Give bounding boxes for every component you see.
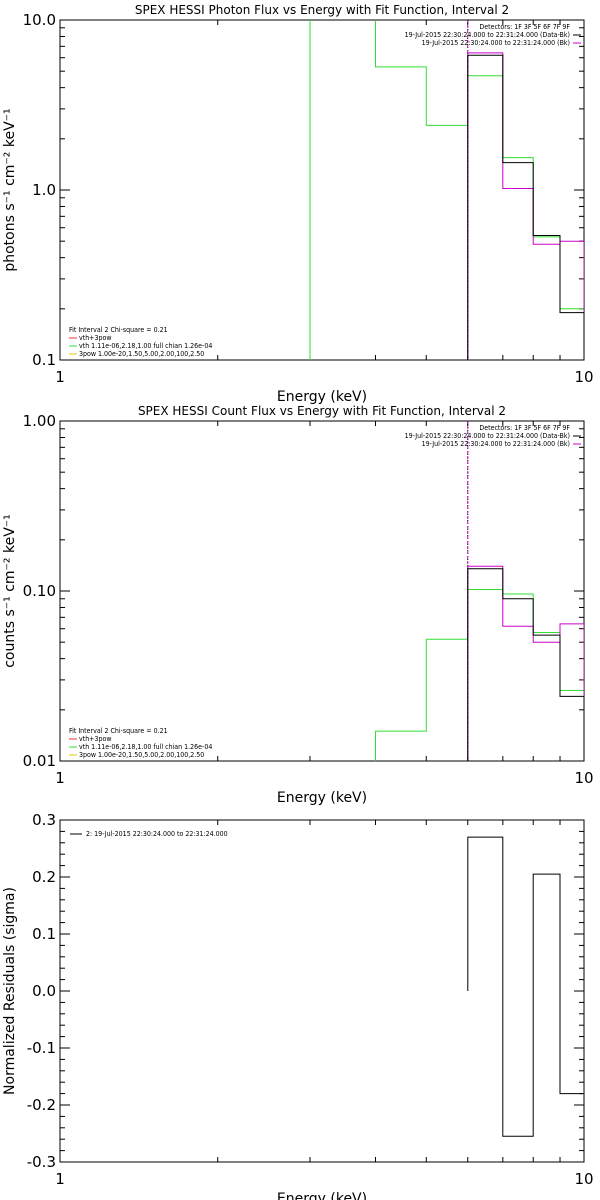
fit-component-label: 3pow 1.00e-20,1.50,5.00,2.00,100,2.50 — [79, 350, 204, 358]
y-tick-label: 0.0 — [32, 982, 56, 1000]
y-tick-label: 0.01 — [23, 752, 56, 770]
detectors-label: Detectors: 1F 3F 5F 6F 7F 9F — [479, 424, 570, 432]
series-magenta-step-line — [467, 52, 584, 360]
y-tick-label: -0.2 — [27, 1096, 56, 1114]
x-axis-ticks — [59, 20, 585, 360]
chart-title: SPEX HESSI Count Flux vs Energy with Fit… — [138, 404, 506, 418]
y-tick-label: 1.0 — [32, 181, 56, 199]
data-layer — [309, 20, 584, 360]
series-green-step-line — [309, 20, 584, 360]
data-layer — [467, 836, 584, 1137]
legend-entry: 19-Jul-2015 22:30:24.000 to 22:31:24.000… — [422, 440, 570, 448]
plot-frame — [59, 819, 585, 1163]
x-axis-label: Energy (keV) — [277, 1191, 367, 1200]
series-black-step-line — [467, 54, 584, 360]
legend-entry: 2: 19-Jul-2015 22:30:24.000 to 22:31:24.… — [86, 830, 228, 838]
plot-frame — [59, 19, 585, 361]
y-tick-label: 0.3 — [32, 811, 56, 829]
x-axis-ticks — [59, 421, 585, 761]
legend-bottom: Fit Interval 2 Chi-square = 0.21vth+3pow… — [69, 727, 212, 759]
fit-interval-label: Fit Interval 2 Chi-square = 0.21 — [69, 326, 168, 334]
fit-interval-label: Fit Interval 2 Chi-square = 0.21 — [69, 727, 168, 735]
x-tick-label: 1 — [55, 1170, 65, 1188]
series-green-step-line — [375, 589, 584, 761]
legend-top: Detectors: 1F 3F 5F 6F 7F 9F19-Jul-2015 … — [405, 23, 581, 47]
fit-component-label: vth+3pow — [79, 334, 111, 342]
x-tick-label: 10 — [574, 769, 593, 787]
y-axis-ticks — [60, 819, 584, 1163]
series-magenta-step-line — [467, 565, 584, 761]
fit-component-label: vth+3pow — [79, 735, 111, 743]
legend-entry: 19-Jul-2015 22:30:24.000 to 22:31:24.000… — [405, 432, 570, 440]
x-axis-label: Energy (keV) — [277, 790, 367, 806]
y-tick-label: 0.1 — [32, 925, 56, 943]
x-tick-label: 1 — [55, 769, 65, 787]
y-axis-label: counts s⁻¹ cm⁻² keV⁻¹ — [2, 514, 18, 668]
y-axis-ticks — [60, 420, 584, 762]
y-tick-label: 0.2 — [32, 868, 56, 886]
fit-component-label: vth 1.11e-06,2.18,1.00 full chian 1.26e-… — [79, 342, 212, 350]
chart-panel-1: SPEX HESSI Photon Flux vs Energy with Fi… — [2, 3, 594, 405]
chart-panel-3: 1 10 Energy (keV) -0.3 -0.2 -0.1 0.0 0.1 0.2 0.3 N… — [2, 811, 594, 1200]
x-tick-label: 10 — [574, 368, 593, 386]
legend-entry: 19-Jul-2015 22:30:24.000 to 22:31:24.000… — [422, 39, 570, 47]
x-tick-label: 10 — [574, 1170, 593, 1188]
x-tick-label: 1 — [55, 368, 65, 386]
plot-frame — [59, 420, 585, 762]
y-tick-label: 10.0 — [23, 11, 56, 29]
y-tick-label: -0.1 — [27, 1039, 56, 1057]
y-tick-label: -0.3 — [27, 1153, 56, 1171]
legend-entry: 19-Jul-2015 22:30:24.000 to 22:31:24.000… — [405, 31, 570, 39]
series-black-step-line — [467, 568, 584, 761]
fit-component-label: 3pow 1.00e-20,1.50,5.00,2.00,100,2.50 — [79, 751, 204, 759]
y-axis-label: Normalized Residuals (sigma) — [2, 887, 18, 1095]
legend: 2: 19-Jul-2015 22:30:24.000 to 22:31:24.… — [70, 830, 228, 838]
y-tick-label: 0.1 — [32, 351, 56, 369]
chart-panel-2: SPEX HESSI Count Flux vs Energy with Fit… — [2, 404, 594, 806]
chart-title: SPEX HESSI Photon Flux vs Energy with Fi… — [135, 3, 509, 17]
legend-bottom: Fit Interval 2 Chi-square = 0.21vth+3pow… — [69, 326, 212, 358]
x-axis-label: Energy (keV) — [277, 389, 367, 405]
x-axis-ticks — [59, 820, 585, 1162]
detectors-label: Detectors: 1F 3F 5F 6F 7F 9F — [479, 23, 570, 31]
y-axis-label: photons s⁻¹ cm⁻² keV⁻¹ — [2, 108, 18, 271]
y-tick-label: 0.10 — [23, 582, 56, 600]
fit-component-label: vth 1.11e-06,2.18,1.00 full chian 1.26e-… — [79, 743, 212, 751]
data-layer — [375, 421, 584, 761]
legend-top: Detectors: 1F 3F 5F 6F 7F 9F19-Jul-2015 … — [405, 424, 581, 448]
y-tick-label: 1.00 — [23, 412, 56, 430]
series-black-step-line — [467, 836, 584, 1137]
y-axis-ticks — [60, 19, 584, 361]
